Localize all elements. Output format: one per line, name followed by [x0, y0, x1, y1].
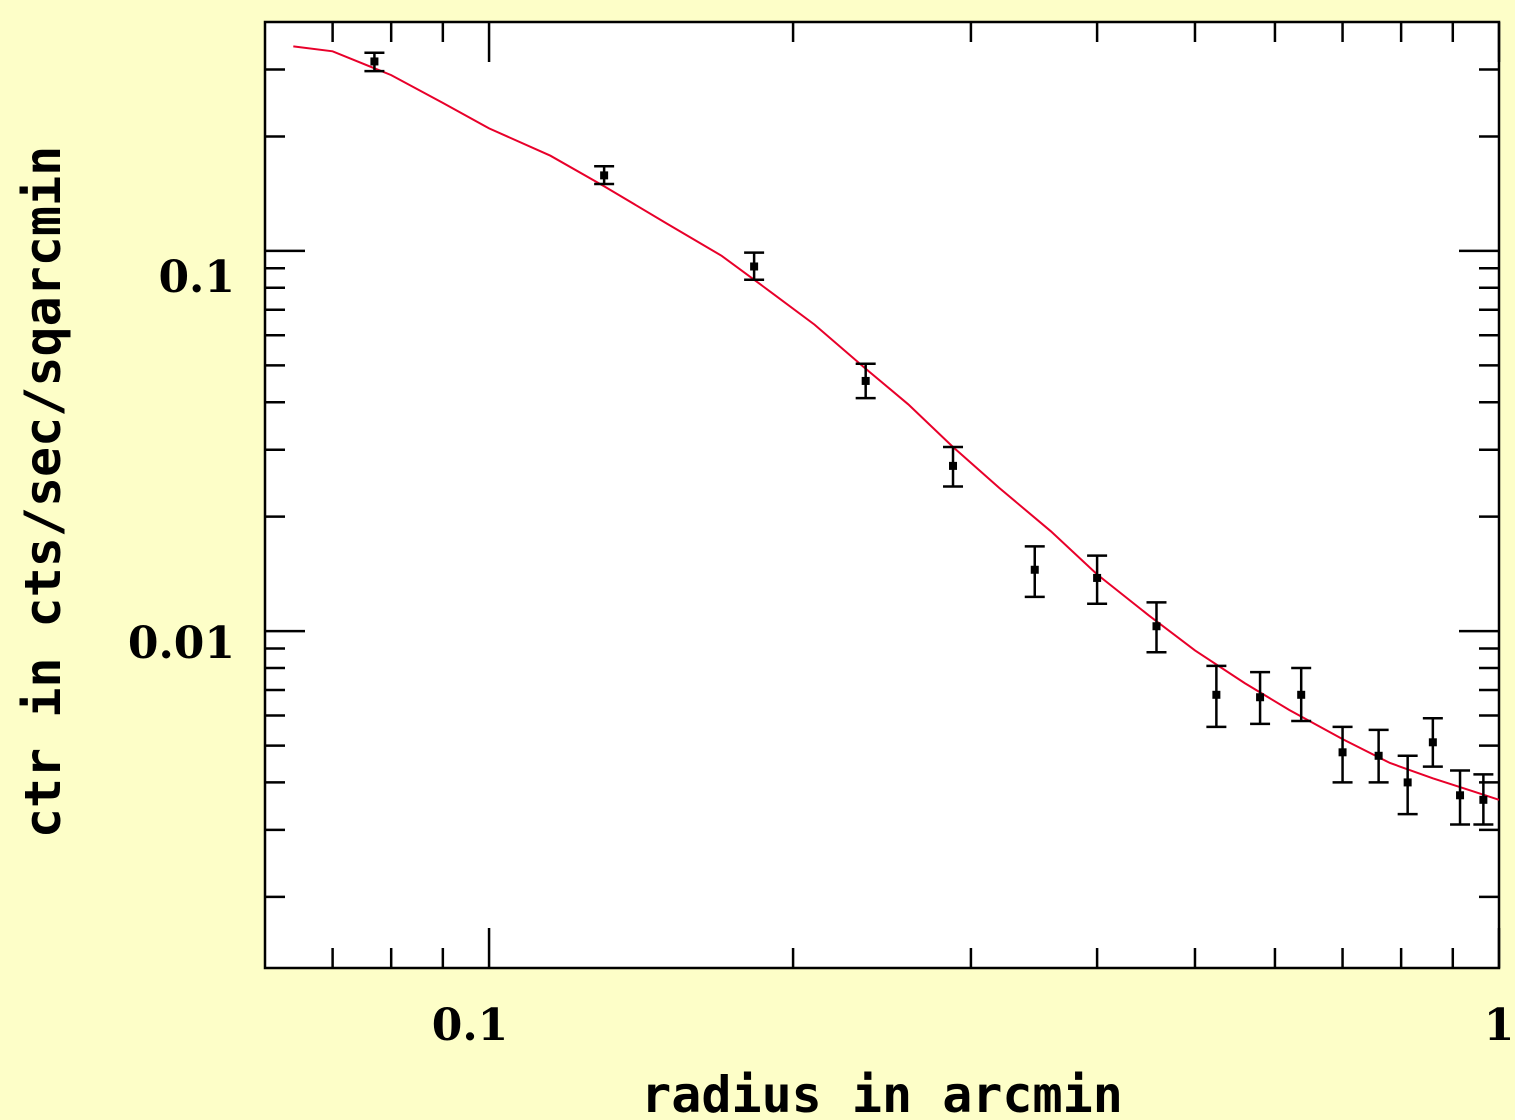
data-point-5: [1024, 545, 1045, 599]
model-curve: [293, 45, 1500, 801]
data-marker: [1030, 565, 1039, 574]
data-marker: [1479, 795, 1488, 804]
data-marker: [1338, 748, 1347, 757]
data-point-11: [1332, 725, 1353, 784]
x-axis-title: radius in arcmin: [641, 1066, 1123, 1120]
data-marker: [1456, 791, 1465, 800]
y-tick-label-0.01: 0.01: [128, 618, 235, 669]
data-point-12: [1368, 728, 1389, 784]
data-marker: [1297, 690, 1306, 699]
data-point-15: [1450, 769, 1471, 826]
y-axis-title: ctr in cts/sec/sqarcmin: [14, 146, 72, 838]
data-point-6: [1087, 554, 1108, 606]
data-point-14: [1422, 716, 1443, 768]
data-marker: [861, 376, 870, 385]
data-point-10: [1291, 666, 1312, 723]
data-marker: [1428, 738, 1437, 747]
data-marker: [1212, 690, 1221, 699]
data-points-layer: [364, 51, 1494, 826]
data-point-3: [855, 362, 876, 400]
plot-frame: [263, 20, 1501, 970]
data-point-13: [1397, 754, 1418, 816]
data-marker: [750, 262, 759, 271]
data-point-1: [594, 164, 615, 186]
data-point-9: [1250, 670, 1271, 726]
data-marker: [1256, 693, 1265, 702]
data-marker: [1374, 751, 1383, 760]
data-point-0: [364, 51, 385, 73]
data-point-8: [1206, 664, 1227, 729]
x-tick-label-0.1: 0.1: [432, 1000, 509, 1051]
data-point-16: [1473, 773, 1494, 826]
x-tick-label-1: 1: [1484, 1000, 1515, 1051]
data-point-7: [1146, 601, 1167, 654]
data-marker: [600, 171, 609, 180]
data-marker: [1152, 622, 1161, 631]
data-point-4: [943, 445, 964, 488]
y-tick-label-0.1: 0.1: [158, 252, 235, 303]
model-curve-layer: [293, 45, 1500, 801]
data-marker: [370, 57, 379, 66]
data-marker: [1403, 778, 1412, 787]
data-marker: [1093, 573, 1102, 582]
plot-area: [265, 22, 1499, 968]
data-marker: [949, 461, 958, 470]
data-point-2: [744, 251, 765, 281]
